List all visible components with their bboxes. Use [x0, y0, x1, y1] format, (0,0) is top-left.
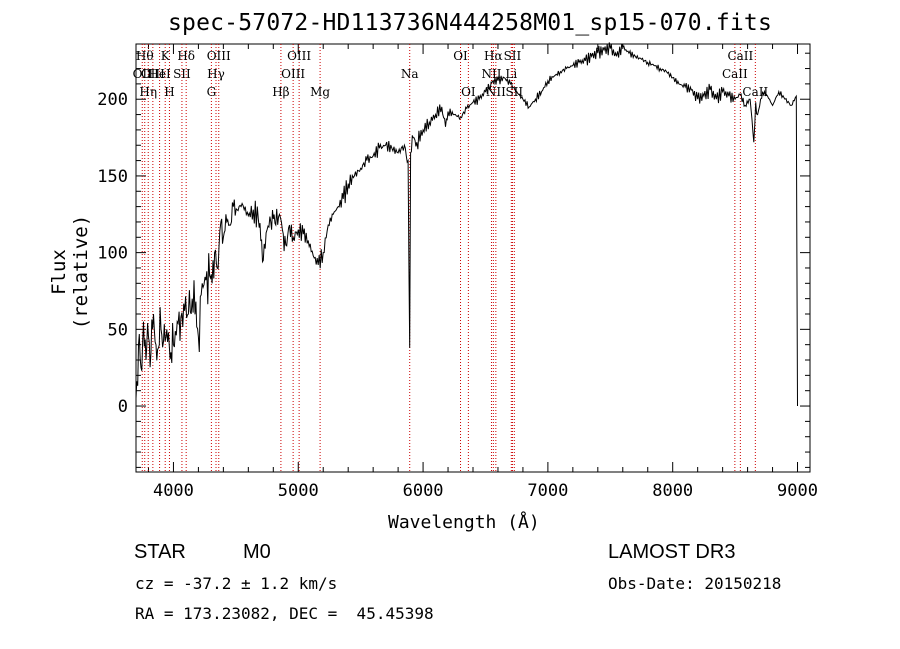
- spectral-line-label: OIII: [287, 49, 311, 63]
- series-group: [135, 42, 798, 407]
- spectral-line-label: Hα: [484, 49, 503, 63]
- y-tick-label: 100: [97, 244, 128, 264]
- object-class: STAR: [134, 541, 186, 563]
- spectral-line-label: SII: [173, 67, 191, 81]
- spectral-line-label: CaII: [722, 67, 748, 81]
- x-tick-label: 5000: [278, 481, 319, 501]
- x-tick-label: 7000: [527, 481, 568, 501]
- spectral-line-label: CaII: [727, 49, 753, 63]
- y-tick-label: 200: [97, 90, 128, 110]
- x-tick-label: 4000: [153, 481, 194, 501]
- obs-date: Obs-Date: 20150218: [608, 574, 782, 593]
- spectral-line-label: K: [161, 49, 171, 63]
- x-axis-label: Wavelength (Å): [388, 512, 540, 533]
- spectral-line-label: NII: [486, 85, 506, 99]
- axes: 4000 5000 6000 7000 8000 9000 0 50 100 150 200: [97, 43, 818, 501]
- plot-frame: [135, 43, 811, 473]
- spectral-line-label: Mg: [310, 85, 330, 99]
- spectral-line-label: OIII: [207, 49, 231, 63]
- survey-name: LAMOST DR3: [608, 541, 736, 563]
- x-tick-label: 9000: [777, 481, 818, 501]
- spectral-line-label: SII: [504, 49, 522, 63]
- spectral-line-label: SII: [505, 85, 523, 99]
- spectral-line-markers: [141, 44, 756, 472]
- spectral-line-labels: OIIHθHηOIIIHeIKHSIIHδGHγOIIIHβOIIIOIIIMg…: [133, 49, 769, 99]
- spectral-line-label: OI: [461, 85, 476, 99]
- spectral-line-label: G: [207, 85, 217, 99]
- spectral-line-label: OII: [133, 67, 153, 81]
- x-tick-label: 8000: [652, 481, 693, 501]
- redshift-cz: cz = -37.2 ± 1.2 km/s: [135, 574, 338, 593]
- spectral-line-label: Hβ: [272, 85, 289, 99]
- spectral-line-label: Hγ: [207, 67, 225, 81]
- spectral-line-label: Hη: [139, 85, 157, 99]
- object-subclass: M0: [243, 541, 271, 563]
- spectral-line-label: OI: [453, 49, 468, 63]
- chart-title: spec-57072-HD113736N444258M01_sp15-070.f…: [167, 10, 773, 36]
- x-tick-label: 6000: [403, 481, 444, 501]
- y-tick-label: 50: [108, 320, 128, 340]
- y-axis-label: Flux (relative): [48, 214, 92, 330]
- spectral-line-label: HeI: [148, 67, 171, 81]
- y-tick-label: 150: [97, 167, 128, 187]
- spectral-line-label: Hθ: [136, 49, 154, 63]
- spectral-line-label: OIII: [281, 67, 305, 81]
- y-tick-label: 0: [118, 397, 128, 417]
- spectral-line-label: Hδ: [177, 49, 195, 63]
- spectral-line-label: Li: [505, 67, 517, 81]
- spectral-line-label: Na: [401, 67, 419, 81]
- ra-dec: RA = 173.23082, DEC = 45.45398: [135, 604, 434, 623]
- spectral-line-label: H: [164, 85, 174, 99]
- spectrum-line: [135, 42, 798, 407]
- spectral-line-label: OIII: [141, 67, 165, 81]
